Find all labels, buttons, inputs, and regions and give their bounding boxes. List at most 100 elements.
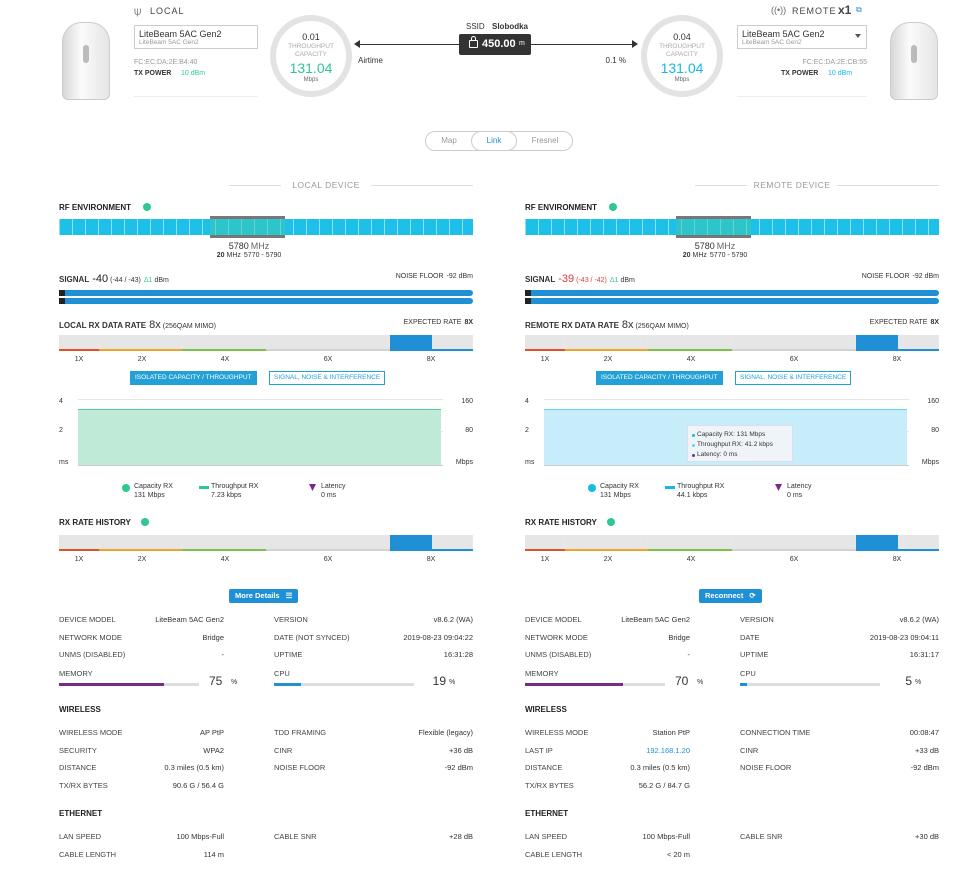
local-bandwidth: 20 MHz 5770 - 5790 [189, 252, 309, 259]
rate-segment-line [99, 549, 182, 551]
bw-unit: MHz [226, 252, 241, 259]
local-throughput-chart[interactable] [78, 392, 443, 466]
remote-chart-tooltip: Capacity RX: 131 Mbps Throughput RX: 41.2… [687, 425, 793, 462]
stat-label: UNMS (DISABLED) [525, 650, 592, 659]
signal-unit: dBm [154, 277, 169, 284]
remote-action-button[interactable]: Reconnect ⟳ [699, 589, 762, 603]
local-model-sub: LiteBeam 5AC Gen2 [139, 39, 199, 46]
memory-label: MEMORY [59, 669, 93, 678]
cpu-label: CPU [274, 669, 290, 678]
spectrum-cell [423, 219, 424, 235]
local-action-button[interactable]: More Details ☰ [229, 589, 299, 603]
legend-name[interactable]: Throughput RX [677, 483, 725, 490]
stat-value[interactable]: 192.168.1.20 [646, 745, 690, 755]
local-tab-capacity[interactable]: ISOLATED CAPACITY / THROUGHPUT [130, 371, 257, 385]
remote-section-line-right [837, 185, 939, 186]
rate-tick-label: 4X [686, 356, 696, 363]
stat-label: LAN SPEED [59, 832, 102, 841]
bw-range: 5770 - 5790 [243, 252, 282, 259]
freq-unit: MHz [250, 241, 270, 251]
tab-map[interactable]: Map [441, 136, 457, 145]
rate-segment-line [182, 349, 266, 351]
rate-segment [525, 535, 564, 551]
spectrum-cell [642, 219, 643, 235]
stat-value: +28 dB [449, 832, 473, 841]
arrow-left-icon [354, 40, 360, 48]
antenna-icon: ⍦ [134, 4, 142, 18]
legend-name[interactable]: Capacity RX [600, 483, 639, 490]
rx-label: REMOTE RX DATA RATE [525, 321, 619, 330]
legend-name[interactable]: Capacity RX [134, 483, 173, 490]
remote-model-select[interactable]: LiteBeam 5AC Gen2 LiteBeam 5AC Gen2 [737, 25, 867, 49]
distance-badge: 450.00 m [459, 34, 531, 55]
legend-name[interactable]: Latency [321, 483, 346, 490]
distance-value: 450.00 [482, 38, 516, 50]
local-tab-signal[interactable]: SIGNAL, NOISE & INTERFERENCE [269, 371, 386, 385]
stat-label: CINR [274, 745, 293, 755]
spectrum-cell [564, 219, 565, 235]
remote-history-bar [525, 535, 939, 551]
remote-bandwidth: 20 MHz 5770 - 5790 [655, 252, 775, 259]
local-expected-rate: EXPECTED RATE 8X [309, 319, 473, 326]
spectrum-cell [616, 219, 617, 235]
spectrum-cell [124, 219, 125, 235]
rate-tick-label: 1X [540, 556, 550, 563]
y-left-tick: 2 [59, 427, 63, 434]
local-section-line-right [371, 185, 473, 186]
rate-segment-line [648, 549, 732, 551]
remote-tab-signal[interactable]: SIGNAL, NOISE & INTERFERENCE [735, 371, 852, 385]
current-rate-marker [390, 535, 432, 551]
spectrum-cell [111, 219, 112, 235]
tab-link[interactable]: Link [471, 131, 517, 151]
broadcast-icon: ((•)) [771, 5, 787, 15]
spectrum-cell [785, 219, 786, 235]
y-right-tick: Mbps [455, 459, 473, 466]
local-tx-value: 10 dBm [181, 70, 206, 77]
legend-value: 0 ms [321, 492, 337, 499]
remote-title: REMOTE [792, 6, 837, 16]
stat-value: +30 dB [915, 832, 939, 841]
memory-pct: % [231, 679, 238, 686]
tooltip-dot [692, 434, 695, 437]
signal-label: SIGNAL [525, 275, 556, 284]
spectrum-cell [837, 219, 838, 235]
remote-channel-window-bottom [676, 235, 751, 238]
local-noise-floor: NOISE FLOOR -92 dBm [309, 273, 473, 280]
local-model-select[interactable]: LiteBeam 5AC Gen2 LiteBeam 5AC Gen2 [134, 25, 258, 49]
spectrum-cell [889, 219, 890, 235]
stat-label: TX/RX BYTES [525, 780, 574, 790]
stat-label: NETWORK MODE [525, 632, 588, 642]
tab-fresnel[interactable]: Fresnel [531, 136, 559, 145]
local-rx-rate: LOCAL RX DATA RATE 8x (256QAM MIMO) [59, 319, 216, 331]
legend-name[interactable]: Latency [787, 483, 812, 490]
bw-range: 5770 - 5790 [709, 252, 748, 259]
noise-value: -92 dBm [446, 273, 473, 280]
gauge-label-capacity: CAPACITY [665, 51, 699, 58]
stat-value: 90.6 G / 56.4 G [172, 780, 224, 790]
spectrum-cell [824, 219, 825, 235]
rate-segment [648, 335, 731, 351]
remote-tab-capacity[interactable]: ISOLATED CAPACITY / THROUGHPUT [596, 371, 723, 385]
local-rate-bar [59, 335, 473, 351]
rate-segment [59, 335, 98, 351]
stat-value: 0.3 miles (0.5 km) [630, 763, 690, 772]
rate-segment [732, 535, 855, 551]
expected-label: EXPECTED RATE [869, 319, 928, 326]
capacity-area [78, 409, 441, 465]
spectrum-cell [876, 219, 877, 235]
stat-label: DEVICE MODEL [525, 615, 582, 624]
lock-icon [469, 40, 478, 48]
ssid-label: SSID [466, 22, 485, 31]
stat-label: CABLE SNR [740, 832, 783, 841]
cpu-pct: % [915, 679, 922, 686]
tooltip-dot [692, 444, 695, 447]
remote-model-sub: LiteBeam 5AC Gen2 [742, 39, 802, 46]
external-link-icon[interactable]: ⧉ [856, 5, 862, 14]
stat-value: Bridge [202, 632, 224, 642]
legend-name[interactable]: Throughput RX [211, 483, 259, 490]
stat-label: DISTANCE [525, 763, 563, 772]
local-channel-window-fill [210, 219, 285, 235]
signal-delta: Δ1 [143, 277, 153, 284]
gauge-unit: Mbps [674, 77, 690, 83]
cpu-bar-fill [274, 683, 301, 686]
